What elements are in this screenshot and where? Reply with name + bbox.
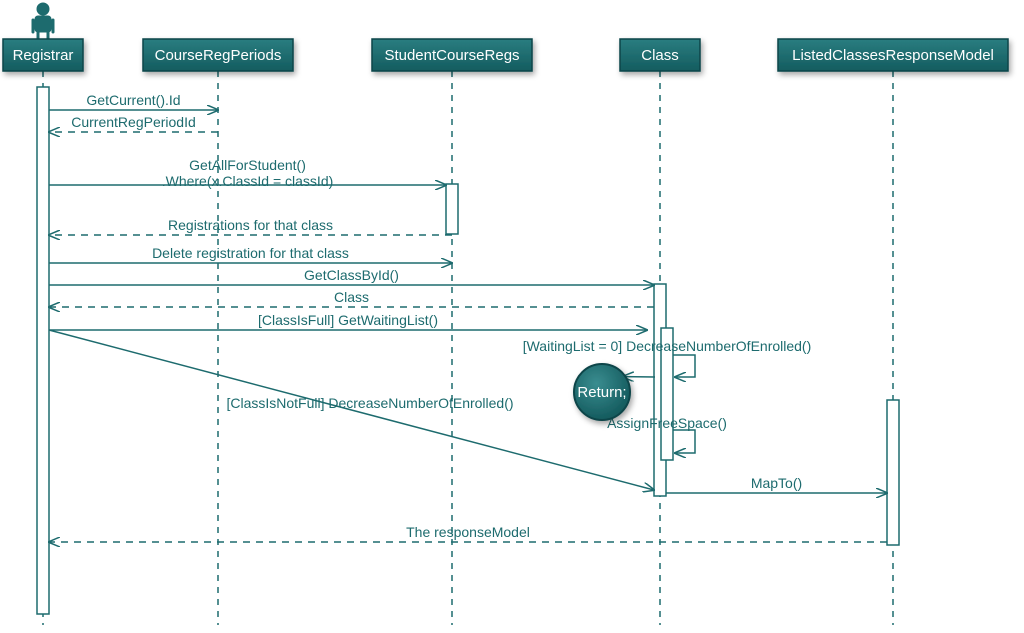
message-label2-2: .Where(x.ClassId = classId) — [162, 173, 334, 189]
message-label-4: Delete registration for that class — [152, 245, 349, 261]
message-10 — [673, 430, 695, 453]
message-label-8: [WaitingList = 0] DecreaseNumberOfEnroll… — [523, 338, 812, 354]
message-label-7: [ClassIsFull] GetWaitingList() — [258, 312, 438, 328]
message-label-2: GetAllForStudent() — [189, 157, 306, 173]
participant-label-listedClassesResponseModel: ListedClassesResponseModel — [792, 47, 994, 64]
return-node-label: Return; — [577, 384, 626, 401]
participant-label-registrar: Registrar — [13, 47, 74, 64]
participant-label-courseRegPeriods: CourseRegPeriods — [155, 47, 282, 64]
sequence-diagram: Registrar CourseRegPeriods StudentCourseRe… — [0, 0, 1024, 633]
message-8 — [673, 355, 695, 377]
message-label-3: Registrations for that class — [168, 217, 333, 233]
message-label-11: MapTo() — [751, 475, 802, 491]
activation-studentCourseRegs — [446, 184, 458, 234]
message-label-0: GetCurrent().Id — [86, 92, 180, 108]
activation-listedClassesResponseModel — [887, 400, 899, 545]
message-label-6: Class — [334, 289, 369, 305]
message-label-1: CurrentRegPeriodId — [71, 114, 196, 130]
actor-icon — [33, 3, 53, 42]
message-label-12: The responseModel — [406, 524, 530, 540]
participant-label-studentCourseRegs: StudentCourseRegs — [384, 47, 519, 64]
participant-label-class: Class — [641, 47, 679, 64]
message-label-10: AssignFreeSpace() — [607, 415, 727, 431]
message-label-9: [ClassIsNotFull] DecreaseNumberOfEnrolle… — [226, 395, 513, 411]
message-label-5: GetClassById() — [304, 267, 399, 283]
activation-registrar — [37, 87, 49, 614]
